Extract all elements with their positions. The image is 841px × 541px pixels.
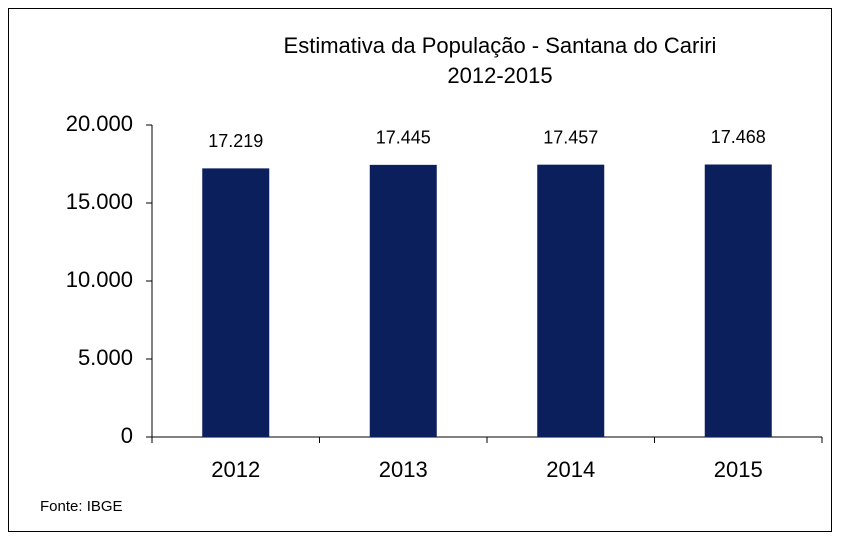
bar — [202, 168, 270, 437]
bar — [704, 164, 772, 437]
bar — [369, 164, 437, 437]
y-tick-label: 5.000 — [78, 345, 133, 370]
y-tick-label: 15.000 — [66, 189, 133, 214]
y-tick-label: 0 — [121, 423, 133, 448]
x-tick-label: 2015 — [714, 457, 763, 482]
chart-title: Estimativa da População - Santana do Car… — [284, 33, 717, 58]
bar — [537, 164, 605, 437]
source-note: Fonte: IBGE — [40, 498, 123, 515]
x-tick-label: 2014 — [546, 457, 595, 482]
y-tick-label: 10.000 — [66, 267, 133, 292]
data-label: 17.457 — [543, 127, 598, 147]
x-tick-label: 2013 — [379, 457, 428, 482]
data-label: 17.219 — [208, 131, 263, 151]
data-label: 17.445 — [376, 128, 431, 148]
y-tick-label: 20.000 — [66, 111, 133, 136]
data-label: 17.468 — [711, 127, 766, 147]
x-tick-label: 2012 — [211, 457, 260, 482]
chart-subtitle: 2012-2015 — [447, 63, 552, 88]
